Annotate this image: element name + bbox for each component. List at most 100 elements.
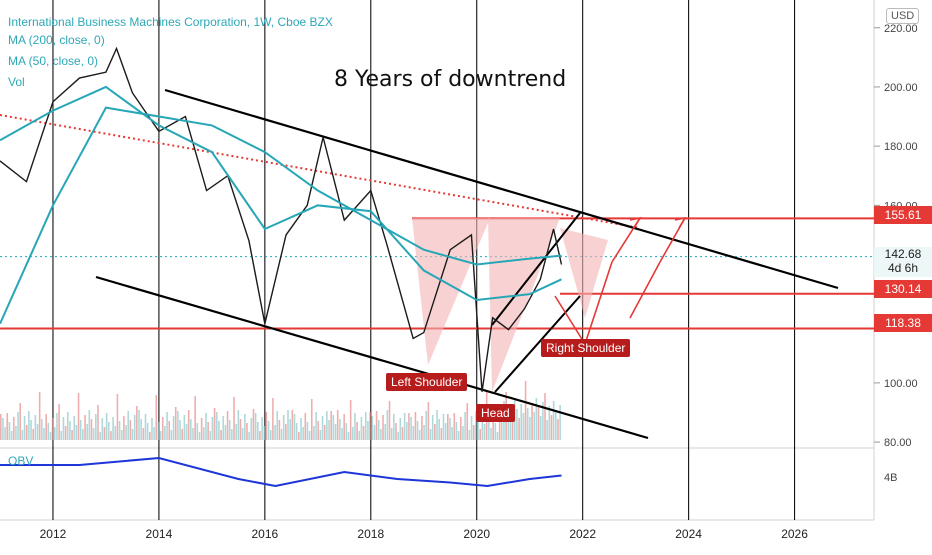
symbol-title: International Business Machines Corporat… bbox=[8, 15, 333, 29]
volume-bar bbox=[470, 416, 473, 440]
volume-bar bbox=[492, 414, 494, 440]
currency-badge[interactable]: USD bbox=[886, 8, 920, 24]
volume-bar bbox=[364, 412, 367, 440]
volume-bar bbox=[60, 431, 63, 440]
volume-bar bbox=[112, 417, 114, 440]
volume-bar bbox=[399, 418, 402, 440]
volume-bar bbox=[518, 418, 520, 440]
volume-bar bbox=[280, 429, 283, 440]
volume-bar bbox=[224, 425, 227, 440]
volume-bar bbox=[425, 411, 428, 440]
volume-bar bbox=[86, 424, 88, 440]
volume-bar bbox=[444, 423, 447, 440]
volume-bar bbox=[412, 426, 415, 440]
x-tick-label: 2020 bbox=[463, 527, 490, 541]
volume-bar bbox=[496, 432, 499, 440]
volume-bar bbox=[537, 407, 540, 440]
volume-bar bbox=[15, 426, 17, 440]
volume-bar bbox=[90, 419, 93, 440]
volume-bar bbox=[511, 414, 514, 440]
volume-bar bbox=[349, 400, 352, 440]
volume-bar bbox=[194, 396, 196, 440]
volume-bar bbox=[133, 415, 136, 440]
volume-bar bbox=[123, 416, 125, 440]
volume-bar bbox=[557, 419, 559, 440]
volume-bar bbox=[179, 420, 181, 440]
volume-bar bbox=[220, 430, 222, 440]
volume-bar bbox=[138, 410, 140, 440]
volume-bar bbox=[120, 430, 123, 440]
volume-bar bbox=[168, 421, 171, 440]
volume-bar bbox=[401, 427, 404, 440]
projection-arrow-head bbox=[674, 216, 687, 229]
volume-bar bbox=[0, 414, 2, 440]
volume-bar bbox=[246, 423, 248, 440]
volume-bar bbox=[522, 413, 525, 440]
volume-bar bbox=[8, 422, 11, 440]
volume-bar bbox=[192, 428, 194, 440]
volume-bar bbox=[183, 415, 186, 440]
volume-bar bbox=[321, 416, 324, 440]
volume-bar bbox=[144, 414, 147, 440]
volume-bar bbox=[427, 402, 430, 440]
volume-bar bbox=[263, 426, 266, 440]
ma50-legend: MA (50, close, 0) bbox=[8, 54, 99, 68]
volume-bar bbox=[367, 421, 369, 440]
volume-bar bbox=[319, 430, 322, 440]
volume-bar bbox=[187, 410, 190, 440]
volume-bar bbox=[254, 413, 257, 440]
volume-bar bbox=[352, 427, 354, 440]
x-tick-label: 2014 bbox=[146, 527, 173, 541]
volume-bar bbox=[410, 417, 412, 440]
volume-bar bbox=[434, 424, 436, 440]
volume-bar bbox=[336, 410, 339, 440]
volume-bar bbox=[380, 429, 382, 440]
volume-bar bbox=[382, 415, 384, 440]
volume-bar bbox=[209, 431, 212, 440]
chart-annotation-title: 8 Years of downtrend bbox=[334, 67, 567, 92]
volume-bar bbox=[300, 418, 302, 440]
y-tick-label: 80.00 bbox=[884, 437, 912, 449]
volume-bar bbox=[371, 416, 374, 440]
volume-legend: Vol bbox=[8, 75, 25, 89]
volume-bar bbox=[414, 412, 417, 440]
projection-arrow-head bbox=[629, 216, 642, 229]
volume-bar bbox=[397, 432, 399, 440]
volume-bar bbox=[347, 432, 350, 440]
volume-bar bbox=[66, 412, 69, 440]
volume-bar bbox=[218, 421, 220, 440]
volume-bar bbox=[373, 425, 376, 440]
volume-bar bbox=[241, 428, 244, 440]
volume-bar bbox=[552, 401, 555, 440]
volume-bar bbox=[73, 416, 76, 440]
volume-bar bbox=[477, 420, 479, 440]
volume-bar bbox=[289, 419, 291, 440]
volume-bar bbox=[110, 431, 112, 440]
volume-bar bbox=[267, 421, 270, 440]
volume-bar bbox=[423, 425, 425, 440]
volume-bar bbox=[226, 411, 229, 440]
volume-bar bbox=[38, 392, 41, 440]
volume-bar bbox=[360, 417, 363, 440]
volume-bar bbox=[140, 419, 142, 440]
volume-bar bbox=[388, 401, 391, 440]
volume-bar bbox=[507, 419, 510, 440]
volume-bar bbox=[498, 406, 501, 440]
volume-bar bbox=[544, 393, 546, 440]
volume-bar bbox=[369, 412, 371, 440]
volume-bar bbox=[393, 414, 395, 440]
volume-bar bbox=[408, 413, 410, 440]
volume-bar bbox=[539, 416, 542, 440]
volume-bar bbox=[25, 425, 28, 440]
x-tick-label: 2024 bbox=[675, 527, 702, 541]
obv-line bbox=[0, 456, 562, 488]
volume-bar bbox=[92, 428, 95, 440]
volume-bar bbox=[330, 411, 333, 440]
volume-bar bbox=[442, 414, 445, 440]
y-tick-label: 200.00 bbox=[884, 82, 918, 94]
volume-bar bbox=[377, 420, 380, 440]
y-tick-label: 100.00 bbox=[884, 378, 918, 390]
volume-bar bbox=[235, 424, 237, 440]
volume-bar bbox=[211, 417, 214, 440]
